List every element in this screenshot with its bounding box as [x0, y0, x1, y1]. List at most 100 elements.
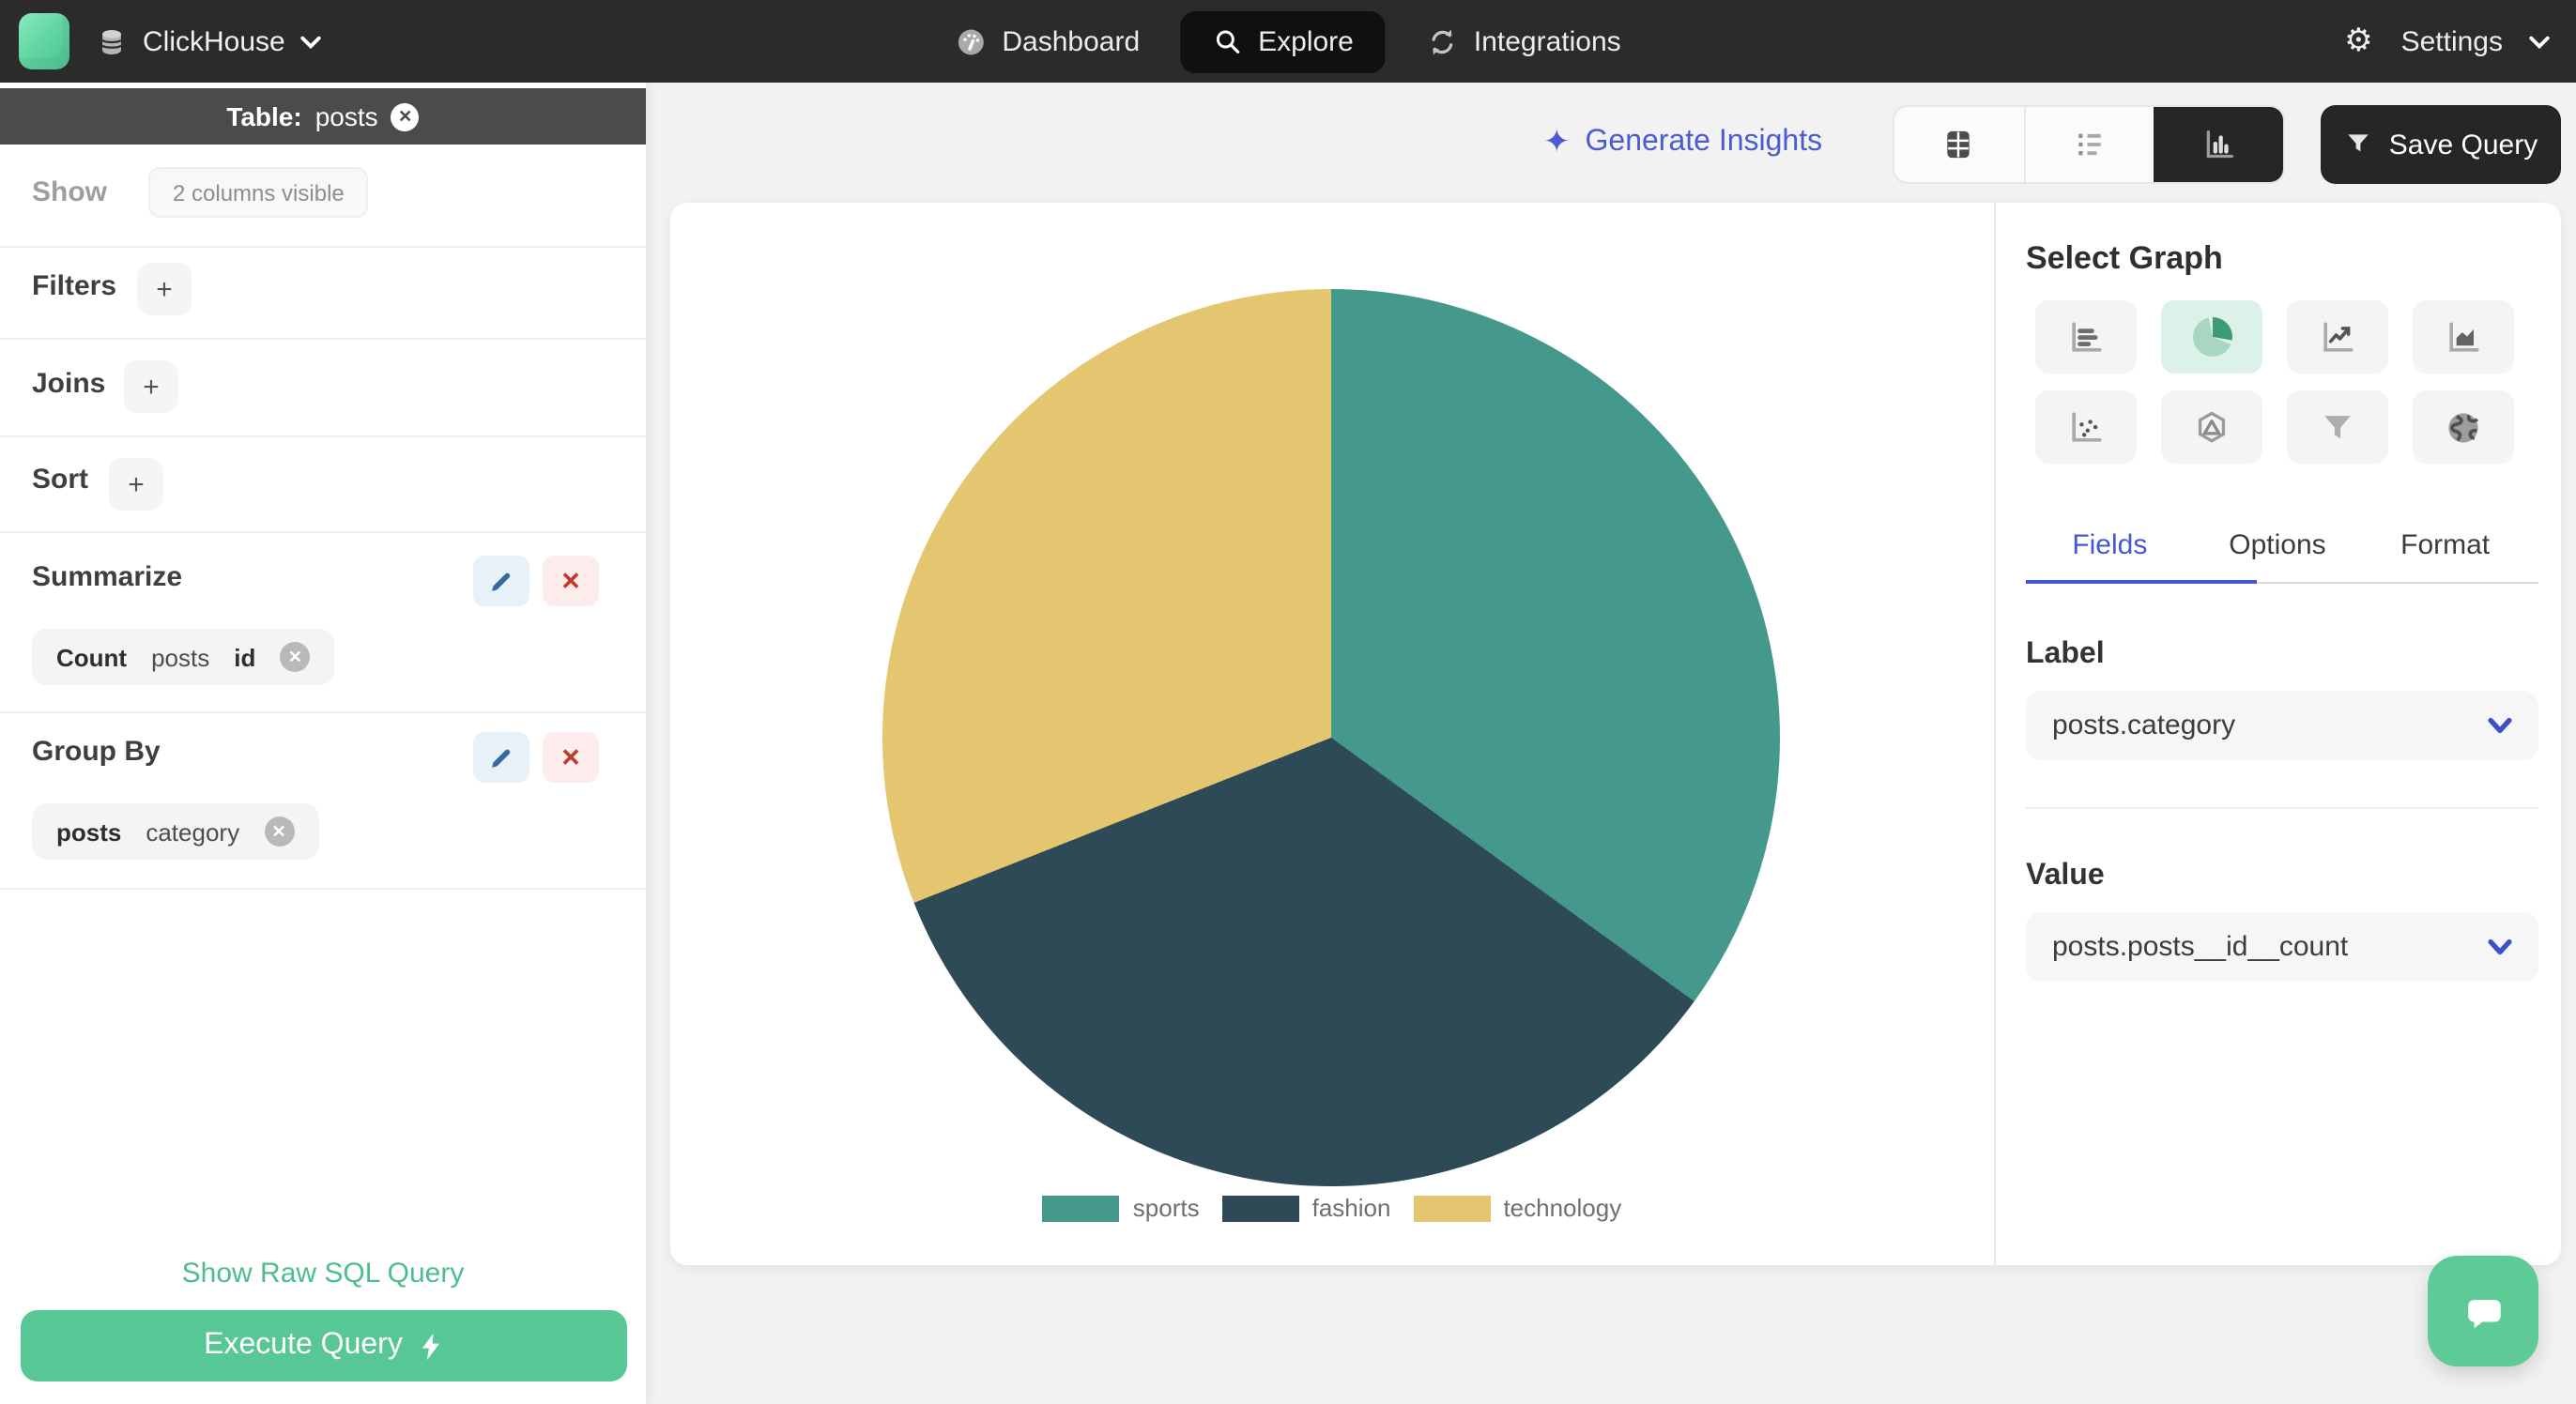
bar-chart-icon	[2065, 316, 2107, 358]
nav-item-integrations[interactable]: Integrations	[1427, 25, 1621, 57]
tab-underline-active	[2026, 580, 2257, 584]
lightning-icon	[420, 1332, 444, 1360]
tab-fields[interactable]: Fields	[2072, 529, 2148, 561]
value-field-dropdown[interactable]: posts.posts__id__count	[2026, 912, 2538, 982]
filters-label: Filters	[32, 270, 117, 302]
remove-group-by-button[interactable]: ✕	[543, 732, 599, 783]
execute-query-button[interactable]: Execute Query	[21, 1310, 627, 1381]
divider	[1994, 203, 1996, 1265]
graph-type-bar-button[interactable]	[2035, 300, 2137, 374]
legend-item[interactable]: technology	[1413, 1194, 1621, 1222]
database-selector[interactable]: ClickHouse	[96, 25, 321, 57]
nav-label: Integrations	[1473, 25, 1621, 57]
add-join-button[interactable]: +	[124, 360, 178, 413]
legend-item[interactable]: fashion	[1221, 1194, 1391, 1222]
search-icon	[1213, 26, 1243, 56]
table-view-toggle[interactable]	[1894, 107, 2023, 182]
legend-label: fashion	[1311, 1194, 1391, 1222]
summarize-pill[interactable]: Count posts id ✕	[32, 629, 335, 685]
bar-chart-icon	[2200, 126, 2237, 163]
save-query-button[interactable]: Save Query	[2321, 105, 2561, 184]
remove-pill-button[interactable]: ✕	[280, 642, 311, 672]
settings-label: Settings	[2400, 25, 2503, 57]
group-by-pill[interactable]: posts category ✕	[32, 803, 319, 860]
label-field-value: posts.category	[2052, 710, 2236, 741]
nav-label: Dashboard	[1002, 25, 1141, 57]
tab-format[interactable]: Format	[2400, 529, 2491, 561]
label-field-dropdown[interactable]: posts.category	[2026, 691, 2538, 760]
nav-item-explore[interactable]: Explore	[1181, 10, 1386, 72]
select-graph-title: Select Graph	[2026, 240, 2223, 276]
chat-widget-button[interactable]	[2428, 1256, 2538, 1366]
execute-query-label: Execute Query	[204, 1329, 403, 1361]
generate-insights-button[interactable]: ✦ Generate Insights	[1543, 124, 1822, 161]
label-section-title: Label	[2026, 638, 2105, 670]
database-icon	[96, 25, 128, 57]
legend-swatch	[1042, 1195, 1120, 1221]
legend-swatch	[1221, 1195, 1299, 1221]
columns-visible-button[interactable]: 2 columns visible	[148, 167, 369, 218]
graph-type-scatter-button[interactable]	[2035, 390, 2137, 464]
pill-column: category	[146, 817, 240, 846]
pie-chart[interactable]	[882, 289, 1780, 1186]
nav-item-dashboard[interactable]: Dashboard	[955, 25, 1140, 57]
show-raw-sql-link[interactable]: Show Raw SQL Query	[181, 1258, 465, 1290]
pill-table: posts	[56, 817, 122, 846]
legend-label: sports	[1132, 1194, 1200, 1222]
graph-type-map-button[interactable]	[2413, 390, 2514, 464]
graph-type-area-button[interactable]	[2413, 300, 2514, 374]
remove-pill-button[interactable]: ✕	[264, 816, 295, 847]
graph-type-line-button[interactable]	[2287, 300, 2388, 374]
radar-chart-icon	[2191, 406, 2232, 448]
chart-view-toggle[interactable]	[2154, 107, 2283, 182]
main-content: ✦ Generate Insights	[648, 83, 2576, 1404]
edit-group-by-button[interactable]	[473, 732, 529, 783]
gear-icon: ⚙	[2344, 23, 2373, 58]
group-by-label: Group By	[32, 736, 161, 768]
graph-type-radar-button[interactable]	[2161, 390, 2262, 464]
view-toggle-group	[1893, 105, 2285, 184]
divider	[0, 888, 646, 890]
graph-type-funnel-button[interactable]	[2287, 390, 2388, 464]
chevron-down-icon	[2529, 35, 2550, 48]
graph-type-pie-button[interactable]	[2161, 300, 2262, 374]
columns-visible-text: 2 columns visible	[173, 179, 345, 206]
value-field-value: posts.posts__id__count	[2052, 931, 2349, 963]
edit-summarize-button[interactable]	[473, 556, 529, 606]
tab-options[interactable]: Options	[2229, 529, 2326, 561]
remove-summarize-button[interactable]: ✕	[543, 556, 599, 606]
table-label: Table:	[226, 101, 302, 131]
line-chart-icon	[2317, 316, 2358, 358]
divider	[0, 435, 646, 437]
pill-table: posts	[151, 643, 210, 671]
show-label: Show	[32, 176, 107, 208]
add-sort-button[interactable]: +	[109, 458, 163, 511]
divider	[0, 246, 646, 248]
add-filter-button[interactable]: +	[137, 263, 192, 315]
pencil-icon	[488, 744, 514, 771]
divider	[0, 338, 646, 340]
save-query-label: Save Query	[2388, 129, 2538, 160]
database-name: ClickHouse	[143, 25, 285, 57]
graph-settings-panel: Select Graph	[1994, 203, 2561, 1265]
table-name: posts	[314, 101, 378, 131]
funnel-chart-icon	[2317, 406, 2358, 448]
close-icon: ✕	[560, 566, 581, 594]
graph-type-grid	[2035, 300, 2523, 464]
chevron-down-icon	[2488, 939, 2512, 955]
pill-column: id	[234, 643, 256, 671]
list-view-toggle[interactable]	[2023, 107, 2154, 182]
list-icon	[2071, 126, 2108, 163]
legend-item[interactable]: sports	[1042, 1194, 1200, 1222]
panel-tabs: Fields Options Format	[2026, 529, 2529, 588]
divider	[0, 711, 646, 713]
gauge-icon	[955, 25, 987, 57]
legend: sports fashion technology	[670, 1194, 1994, 1222]
top-navbar: ClickHouse Dashboard Explore	[0, 0, 2576, 83]
remove-table-button[interactable]: ✕	[391, 102, 420, 130]
joins-label: Joins	[32, 368, 106, 400]
divider	[0, 531, 646, 533]
sync-icon	[1427, 25, 1459, 57]
settings-menu[interactable]: ⚙ Settings	[2344, 23, 2550, 60]
